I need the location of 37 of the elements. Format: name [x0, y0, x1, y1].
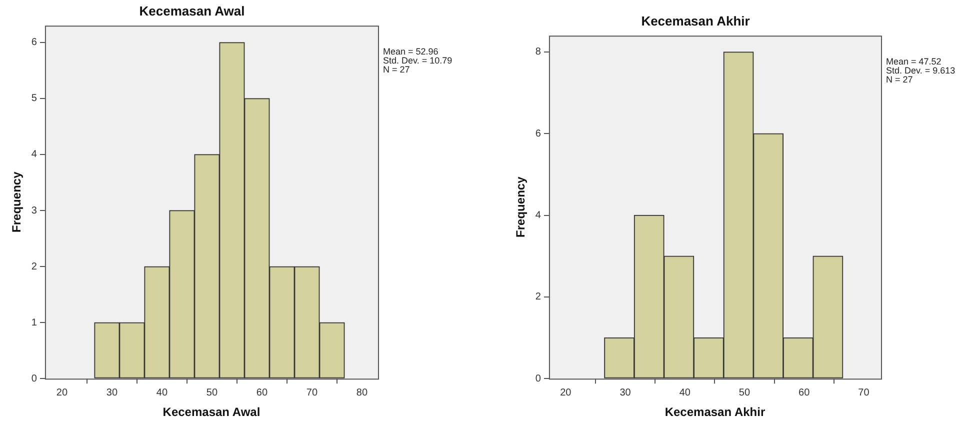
y-tick-label: 6 [31, 37, 38, 48]
text: N = 27 [886, 74, 913, 85]
text: Mean = 47.52 [886, 56, 942, 67]
y-tick-label: 4 [31, 149, 38, 160]
x-axis-title: Kecemasan Awal [162, 405, 260, 420]
x-tick-label: 70 [858, 387, 870, 398]
x-tick-label: 50 [206, 387, 218, 398]
x-tick-label: 30 [620, 387, 632, 398]
y-axis-title: Frequency [514, 176, 528, 238]
y-tick-label: 2 [31, 261, 38, 272]
text: Mean = 52.96 [383, 46, 438, 57]
y-axis-title: Frequency [10, 171, 24, 232]
chart-title: Kecemasan Awal [139, 3, 245, 18]
x-tick-label: 20 [560, 387, 572, 398]
y-tick-label: 1 [31, 317, 38, 328]
text: N = 27 [383, 64, 410, 75]
x-tick-label: 40 [156, 387, 168, 398]
text: Std. Dev. = 10.79 [383, 56, 452, 66]
y-tick-label: 4 [535, 210, 542, 222]
y-tick-label: 0 [535, 373, 542, 384]
y-tick-label: 2 [535, 292, 542, 303]
y-tick-label: 5 [31, 93, 38, 104]
x-tick-label: 80 [356, 387, 368, 398]
chart-title: Kecemasan Akhir [641, 13, 750, 28]
text: Std. Dev. = 9.613 [886, 66, 956, 76]
y-tick-label: 0 [31, 373, 38, 384]
x-tick-label: 70 [306, 387, 318, 398]
x-axis-title: Kecemasan Akhir [664, 405, 766, 420]
y-tick-label: 6 [535, 128, 542, 140]
x-tick-label: 20 [56, 387, 68, 398]
y-tick-label: 8 [535, 46, 542, 58]
y-tick-label: 3 [31, 205, 38, 216]
x-tick-label: 60 [256, 387, 268, 398]
x-tick-label: 30 [106, 387, 118, 398]
x-tick-label: 40 [679, 387, 691, 398]
x-tick-label: 50 [738, 387, 750, 398]
x-tick-label: 60 [798, 387, 810, 398]
